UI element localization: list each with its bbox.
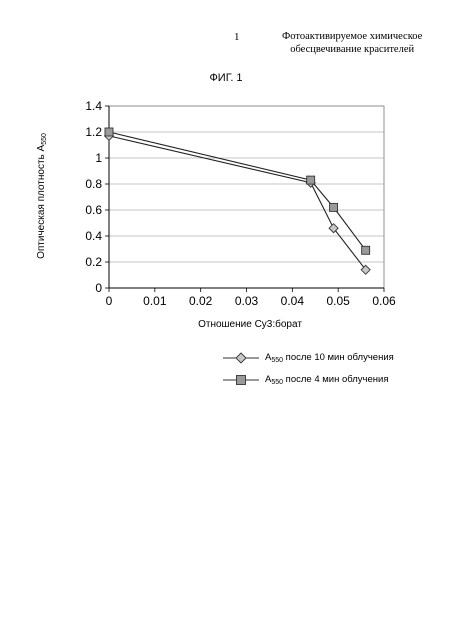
x-tick-label: 0.01	[143, 294, 167, 308]
legend-diamond-marker-icon	[223, 351, 259, 365]
legend-item-series-1: A550 после 10 мин облучения	[223, 347, 394, 369]
y-tick-label: 0.4	[85, 229, 102, 243]
x-tick-label: 0.06	[372, 294, 396, 308]
x-tick-label: 0.02	[189, 294, 213, 308]
x-tick-label: 0	[106, 294, 113, 308]
x-tick-label: 0.04	[281, 294, 305, 308]
y-tick-label: 0.6	[85, 203, 102, 217]
y-tick-label: 1.4	[85, 99, 102, 113]
series-1-diamond-point	[329, 224, 338, 233]
series-2-line	[109, 132, 366, 250]
legend-label-series-2-subscript: 550	[271, 379, 283, 386]
legend-label-series-1: A550 после 10 мин облучения	[265, 352, 394, 364]
legend-label-series-2-suffix: после 4 мин облучения	[283, 374, 388, 385]
y-tick-label: 0.2	[85, 255, 102, 269]
legend-label-series-2: A550 после 4 мин облучения	[265, 374, 388, 386]
legend-label-series-1-subscript: 550	[271, 357, 283, 364]
legend-label-series-1-suffix: после 10 мин облучения	[283, 352, 394, 363]
series-2-square-point	[330, 203, 338, 211]
y-axis-label-subscript: 550	[41, 133, 48, 145]
y-tick-label: 1.2	[85, 125, 102, 139]
y-tick-label: 0.8	[85, 177, 102, 191]
plot-area-frame	[109, 106, 384, 288]
series-2-square-point	[307, 176, 315, 184]
x-tick-label: 0.03	[235, 294, 259, 308]
y-axis-label: Оптическая плотность A550	[36, 111, 48, 281]
chart-legend: A550 после 10 мин облучения A550 после 4…	[223, 347, 394, 391]
y-axis-label-text: Оптическая плотность A	[36, 145, 47, 259]
series-2-square-point	[362, 246, 370, 254]
y-tick-label: 0	[95, 281, 102, 295]
series-1-diamond-point	[361, 265, 370, 274]
legend-square-marker-icon	[223, 373, 259, 387]
y-tick-label: 1	[95, 151, 102, 165]
x-axis-label: Отношение Су3:борат	[140, 319, 360, 330]
x-tick-label: 0.05	[326, 294, 350, 308]
series-2-square-point	[105, 128, 113, 136]
legend-item-series-2: A550 после 4 мин облучения	[223, 369, 394, 391]
series-1-line	[109, 136, 366, 270]
